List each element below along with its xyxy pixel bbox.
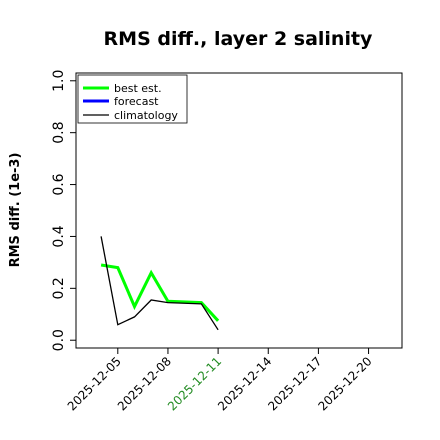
plot-frame bbox=[75, 72, 403, 349]
legend-label-best-est: best est. bbox=[114, 82, 162, 95]
series-group bbox=[100, 236, 220, 331]
y-tick-label: 0.6 bbox=[51, 173, 67, 195]
series-line-best-est bbox=[100, 263, 220, 322]
legend: best est. forecast climatology bbox=[77, 74, 188, 124]
y-tick-label: 0.0 bbox=[51, 329, 67, 351]
x-ticks: 2025-12-052025-12-082025-12-112025-12-14… bbox=[65, 348, 375, 413]
y-tick-label: 0.8 bbox=[51, 122, 67, 144]
y-ticks: 0.0 0.2 0.4 0.6 0.8 1.0 bbox=[51, 70, 76, 351]
series-line-climatology bbox=[100, 236, 219, 331]
chart-title: RMS diff., layer 2 salinity bbox=[104, 28, 374, 50]
x-tick-label: 2025-12-20 bbox=[315, 354, 374, 413]
legend-label-forecast: forecast bbox=[114, 95, 159, 108]
y-tick-label: 1.0 bbox=[51, 70, 67, 92]
legend-label-climatology: climatology bbox=[114, 109, 178, 122]
y-tick-label: 0.2 bbox=[51, 277, 67, 299]
y-axis-label: RMS diff. (1e-3) bbox=[8, 153, 23, 268]
y-tick-label: 0.4 bbox=[51, 225, 67, 247]
